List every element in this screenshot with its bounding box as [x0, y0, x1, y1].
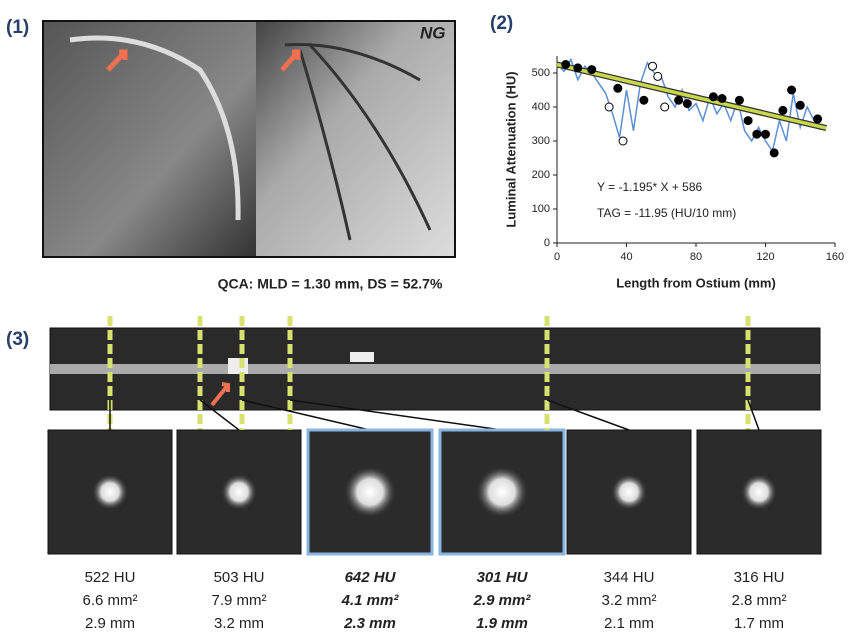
- x-tick-label: 0: [554, 251, 560, 263]
- caption: QCA: MLD = 1.30 mm, DS = 52.7%: [218, 276, 443, 292]
- point: [735, 96, 743, 104]
- measurement: 2.9 mm: [85, 615, 135, 632]
- x-tick-label: 40: [620, 251, 632, 263]
- y-axis-label: Luminal Attenuation (HU): [503, 71, 518, 227]
- point: [661, 103, 669, 111]
- chart: 0 100 200 300 400 500 0 40 80 120 160 Length from O…: [503, 56, 844, 290]
- point: [640, 96, 648, 104]
- y-tick-label: 400: [532, 101, 550, 113]
- point: [770, 149, 778, 157]
- point: [588, 66, 596, 74]
- measurement: 316 HU: [734, 569, 785, 586]
- point: [709, 93, 717, 101]
- measurement: 2.8 mm²: [731, 592, 786, 609]
- point: [753, 130, 761, 138]
- lumen-blob: [476, 466, 528, 518]
- plaque: [228, 358, 248, 374]
- point: [788, 86, 796, 94]
- point: [779, 106, 787, 114]
- point: [796, 101, 804, 109]
- point: [654, 72, 662, 80]
- lumen-blob: [92, 474, 128, 510]
- fit-line: [557, 65, 826, 129]
- point: [675, 96, 683, 104]
- image-tag: NG: [420, 23, 446, 42]
- y-tick-label: 200: [532, 169, 550, 181]
- point: [744, 117, 752, 125]
- point: [562, 61, 570, 69]
- x-tick-label: 80: [690, 251, 702, 263]
- point: [574, 64, 582, 72]
- y-tick-label: 0: [544, 237, 550, 249]
- measurement: 522 HU: [85, 569, 136, 586]
- y-tick-label: 500: [532, 67, 550, 79]
- measurement: 344 HU: [604, 569, 655, 586]
- measurement: 6.6 mm²: [82, 592, 137, 609]
- x-tick-label: 160: [826, 251, 844, 263]
- measurement: 7.9 mm²: [211, 592, 266, 609]
- measurement: 3.2 mm: [214, 615, 264, 632]
- y-tick-label: 300: [532, 135, 550, 147]
- measurement: 2.9 mm²: [473, 592, 532, 609]
- panel-label: (2): [490, 13, 513, 34]
- point: [649, 62, 657, 70]
- lumen-blob: [344, 466, 396, 518]
- lumen-blob: [611, 474, 647, 510]
- panel-label: (1): [6, 17, 29, 38]
- figure: (1) NG QCA: MLD = 1.30 mm, DS = 52.7% (2…: [0, 0, 850, 635]
- panel-label: (3): [6, 329, 29, 350]
- annotation: TAG = -11.95 (HU/10 mm): [597, 206, 736, 220]
- point: [718, 95, 726, 103]
- point: [619, 137, 627, 145]
- point: [614, 84, 622, 92]
- measurement: 1.9 mm: [476, 615, 528, 632]
- point: [605, 103, 613, 111]
- lumen: [50, 364, 820, 374]
- point: [814, 115, 822, 123]
- measurement: 2.3 mm: [343, 615, 396, 632]
- measurement: 642 HU: [345, 569, 397, 586]
- annotation: Y = -1.195* X + 586: [597, 180, 703, 194]
- measurement: 1.7 mm: [734, 615, 784, 632]
- point: [762, 130, 770, 138]
- measurement: 3.2 mm²: [601, 592, 656, 609]
- lumen-blob: [221, 474, 257, 510]
- measurement: 2.1 mm: [604, 615, 654, 632]
- measurement: 301 HU: [477, 569, 529, 586]
- y-tick-label: 100: [532, 203, 550, 215]
- x-axis-label: Length from Ostium (mm): [616, 275, 776, 290]
- measurement: 503 HU: [214, 569, 265, 586]
- lumen-blob: [741, 474, 777, 510]
- plaque: [350, 352, 374, 362]
- measurement: 4.1 mm²: [341, 592, 400, 609]
- x-tick-label: 120: [756, 251, 774, 263]
- ct-image: [44, 22, 256, 256]
- point: [683, 100, 691, 108]
